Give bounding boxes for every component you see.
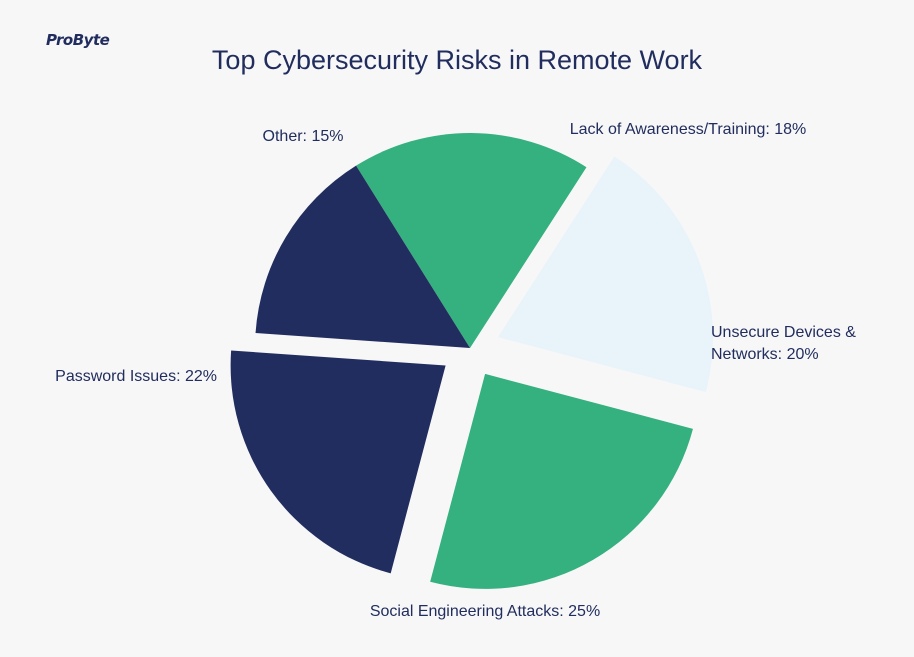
- label-social-engineering: Social Engineering Attacks: 25%: [370, 603, 600, 620]
- chart-title: Top Cybersecurity Risks in Remote Work: [211, 45, 703, 75]
- label-unsecure-devices-line: Networks: 20%: [711, 346, 819, 363]
- label-password-issues-line: Password Issues: 22%: [55, 368, 217, 385]
- label-other-line: Other: 15%: [263, 128, 344, 145]
- label-social-engineering-line: Social Engineering Attacks: 25%: [370, 603, 600, 620]
- slice-social-engineering: [430, 373, 693, 589]
- slice-other: [255, 165, 470, 348]
- slice-unsecure-devices: [497, 156, 713, 393]
- label-lack-of-awareness: Lack of Awareness/Training: 18%: [570, 121, 807, 138]
- probyte-logo: ProByte: [46, 31, 110, 49]
- label-lack-of-awareness-line: Lack of Awareness/Training: 18%: [570, 121, 807, 138]
- label-other: Other: 15%: [263, 128, 344, 145]
- label-unsecure-devices: Unsecure Devices & Networks: 20%: [711, 324, 856, 363]
- slice-password-issues: [230, 350, 446, 574]
- label-unsecure-devices-line: Unsecure Devices &: [711, 324, 856, 341]
- slice-lack-of-awareness: [356, 133, 587, 348]
- label-password-issues: Password Issues: 22%: [55, 368, 217, 385]
